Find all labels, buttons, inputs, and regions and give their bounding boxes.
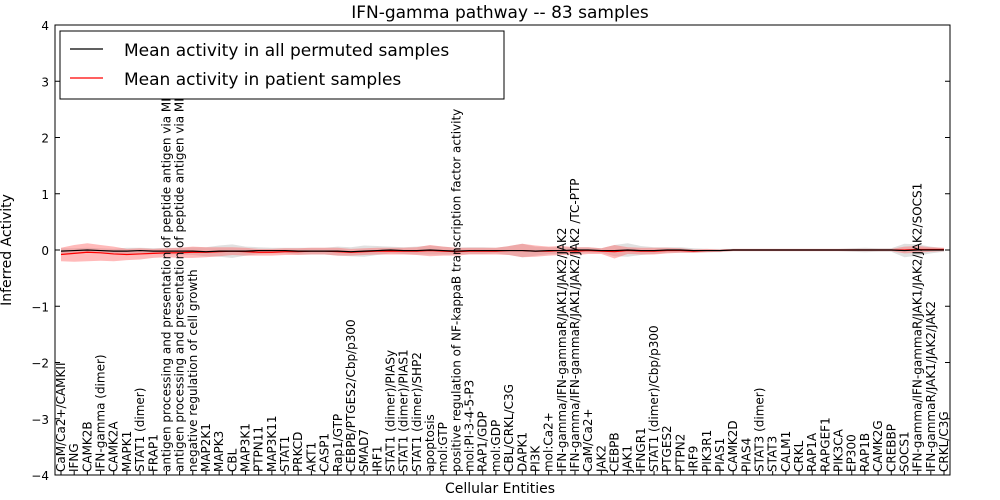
entity-label: positive regulation of NF-kappaB transcr… <box>449 109 463 472</box>
entity-label: STAT1 (dimer)/PIAS1 <box>397 349 411 472</box>
entity-label: CREBBP <box>884 424 898 472</box>
legend-box <box>59 30 505 100</box>
y-tick-label: −1 <box>31 300 49 314</box>
y-tick-label: −3 <box>31 413 49 427</box>
series-lines <box>60 248 944 256</box>
entity-label: AKT1 <box>304 442 318 472</box>
entity-label: STAT1 (dimer)/PIASy <box>383 350 397 472</box>
entity-label: mol:PI-3-4-5-P3 <box>463 380 477 472</box>
entity-label: CaM/Ca2+/CAMKII <box>54 363 68 472</box>
entity-label: FRAP1 <box>146 434 160 472</box>
y-tick-labels: −4 −3 −2 −1 0 1 2 3 4 <box>31 19 49 483</box>
entity-label: RAP1A <box>805 432 819 472</box>
y-tick-label: −4 <box>31 469 49 483</box>
y-tick-label: −2 <box>31 357 49 371</box>
y-tick-label: 2 <box>41 132 49 146</box>
entity-label: antigen processing and presentation of p… <box>159 43 173 472</box>
entity-label: RAPGEF1 <box>818 417 832 472</box>
y-tick-label: 0 <box>41 244 49 258</box>
entity-label: STAT3 <box>766 436 780 472</box>
entity-label: EP300 <box>845 434 859 472</box>
entity-label: MAP3K11 <box>265 415 279 472</box>
y-tick-label: 1 <box>41 188 49 202</box>
entity-label: mol:Ca2+ <box>542 412 556 472</box>
entity-label: PTPN2 <box>673 434 687 472</box>
band-patient-samples <box>61 243 944 262</box>
line-permuted-samples <box>60 249 944 253</box>
chart-title: IFN-gamma pathway -- 83 samples <box>351 3 649 23</box>
entity-label: PI3K <box>528 445 542 472</box>
entity-label: mol:GTP <box>436 422 450 472</box>
entity-label: negative regulation of cell growth <box>186 269 200 472</box>
entity-label: apoptosis <box>423 414 437 472</box>
entity-label: RAP1B <box>858 433 872 472</box>
y-tick-label: 3 <box>41 75 49 89</box>
entity-label: IFN-gamma/IFN-gammaR/JAK1/JAK2/JAK2 /TC-… <box>568 178 582 472</box>
entity-label: antigen processing and presentation of p… <box>173 40 187 472</box>
entity-labels: CaM/Ca2+/CAMKII IFNG CAMK2B IFN-gamma (dime… <box>54 40 951 473</box>
entity-label: STAT1 (dimer)/Cbp/p300 <box>647 325 661 472</box>
y-axis-label: Inferred Activity <box>0 194 15 306</box>
entity-label: STAT3 (dimer) <box>752 388 766 472</box>
entity-label: CAMK2G <box>871 420 885 472</box>
entity-label: PIAS1 <box>713 438 727 472</box>
entity-label: PIK3R1 <box>700 430 714 472</box>
entity-label: IFN-gamma (dimer) <box>94 354 108 472</box>
entity-label: CEBPB <box>608 432 622 472</box>
x-tick-marks <box>60 471 945 475</box>
entity-label: MAP2K1 <box>199 423 213 472</box>
entity-label: mol:GDP <box>489 420 503 472</box>
entity-label: STAT1 <box>278 436 292 472</box>
entity-label: CBL/CRKL/C3G <box>502 384 516 472</box>
entity-label: JAK2 <box>594 445 608 473</box>
entity-label: MAPK3 <box>212 431 226 472</box>
legend-label-patient: Mean activity in patient samples <box>124 70 401 90</box>
entity-label: CRKL/C3G <box>937 411 951 472</box>
entity-label: RAP1/GDP <box>476 411 490 472</box>
entity-label: MAPK1 <box>120 431 134 472</box>
entity-label: STAT1 (dimer)/SHP2 <box>410 352 424 472</box>
entity-label: IFN-gamma/IFN-gammaR/JAK1/JAK2/JAK2/SOCS… <box>911 183 925 472</box>
entity-label: PIAS4 <box>739 438 753 472</box>
legend-label-permuted: Mean activity in all permuted samples <box>124 41 449 61</box>
entity-label: IRF9 <box>687 446 701 472</box>
y-tick-label: 4 <box>41 19 49 33</box>
entity-label: CAMK2A <box>107 421 121 472</box>
entity-label: IFNG <box>67 443 81 472</box>
entity-label: CALM1 <box>779 431 793 472</box>
plot-area <box>54 24 951 476</box>
entity-label: Rap1/GTP <box>331 414 345 472</box>
entity-label: DAPK1 <box>515 432 529 472</box>
entity-label: PRKCD <box>291 432 305 472</box>
entity-label: CASP1 <box>318 433 332 472</box>
entity-label: PIK3CA <box>832 428 846 472</box>
entity-label: PTPN11 <box>252 426 266 472</box>
x-axis-label: Cellular Entities <box>445 481 555 497</box>
entity-label: CAMK2D <box>726 420 740 472</box>
entity-label: CaM/Ca2+ <box>581 408 595 472</box>
entity-label: CAMK2B <box>80 421 94 472</box>
entity-label: CBL <box>225 448 239 472</box>
entity-label: CRKL <box>792 440 806 472</box>
entity-label: SOCS1 <box>897 431 911 472</box>
entity-label: JAK1 <box>621 445 635 473</box>
entity-label: CEBPB/PTGES2/Cbp/p300 <box>344 319 358 472</box>
entity-label: IRF1 <box>370 446 384 472</box>
entity-label: PTGES2 <box>660 425 674 472</box>
entity-label: MAP3K1 <box>239 423 253 472</box>
entity-label: IFN-gammaR/JAK1/JAK2/JAK2 <box>924 301 938 472</box>
entity-label: STAT1 (dimer) <box>133 388 147 472</box>
entity-label: IFN-gamma/IFN-gammaR/JAK1/JAK2/JAK2 <box>555 227 569 472</box>
entity-label: SMAD7 <box>357 429 371 472</box>
legend: Mean activity in all permuted samples Me… <box>59 30 505 100</box>
plot-frame <box>54 24 951 476</box>
entity-label: IFNGR1 <box>634 427 648 472</box>
